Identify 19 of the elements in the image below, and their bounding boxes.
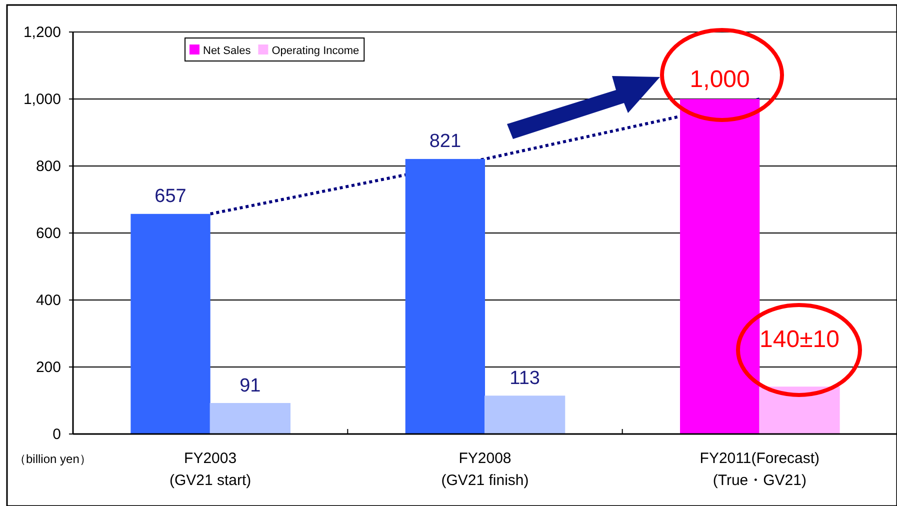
data-label: 91 <box>240 376 261 397</box>
data-label: 821 <box>429 130 462 152</box>
y-tick-label: 400 <box>36 292 61 309</box>
data-label: 140±10 <box>760 326 840 354</box>
y-tick-label: 1,200 <box>23 24 61 41</box>
x-tick-label: FY2008 (GV21 finish) <box>441 450 529 489</box>
x-tick-label: FY2003 (GV21 start) <box>169 450 252 489</box>
y-tick-label: 1,000 <box>23 91 61 108</box>
y-tick-label: 800 <box>36 158 61 175</box>
data-label: 113 <box>510 368 540 390</box>
data-label: 1,000 <box>690 66 750 93</box>
y-tick-label: 200 <box>36 359 61 376</box>
legend-label: Operating Income <box>272 45 360 57</box>
y-tick-label: 0 <box>52 426 61 443</box>
y-tick-label: 600 <box>36 225 61 242</box>
legend-label: Net Sales <box>203 45 252 57</box>
x-tick-label: FY2011(Forecast) (True・GV21) <box>700 450 820 489</box>
y-axis-title: （billion yen） <box>14 452 92 466</box>
data-label: 657 <box>154 186 186 207</box>
